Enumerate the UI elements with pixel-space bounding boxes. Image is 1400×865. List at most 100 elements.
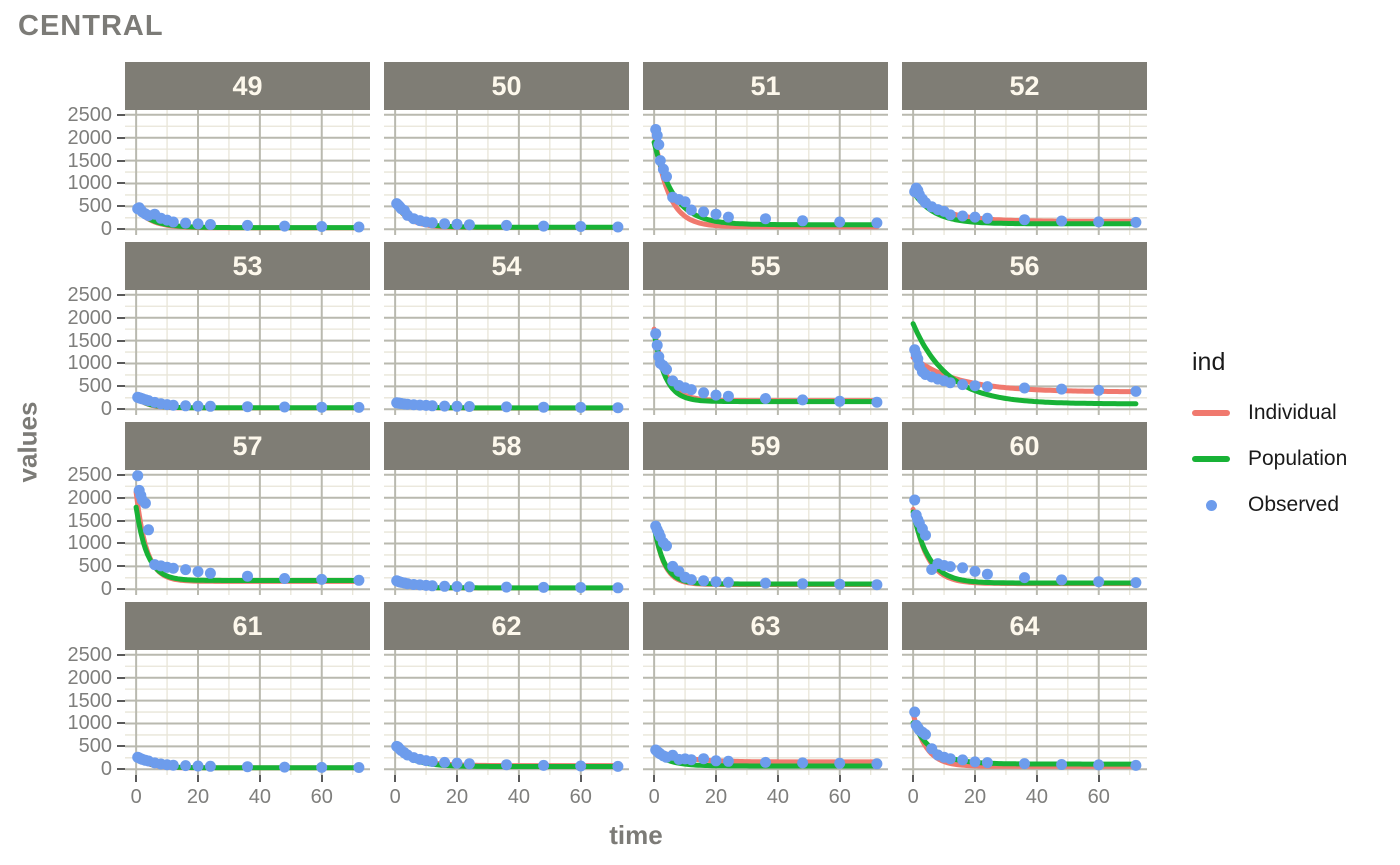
observed-point [575, 221, 587, 232]
facet-strip: 53 [125, 242, 370, 290]
x-tick-mark [838, 775, 841, 782]
observed-point [1130, 577, 1142, 589]
observed-point [316, 221, 328, 232]
observed-point [944, 561, 956, 573]
y-tick-mark [117, 588, 125, 591]
observed-point [242, 570, 253, 582]
observed-point [143, 524, 154, 536]
population-line [910, 321, 1139, 407]
observed-point [834, 578, 846, 590]
x-tick-label: 60 [828, 786, 851, 808]
observed-point [797, 578, 809, 590]
x-tick-mark [653, 775, 656, 782]
observed-point [909, 494, 921, 506]
observed-point [204, 219, 216, 230]
observed-point [439, 400, 451, 412]
observed-point [242, 401, 253, 413]
observed-point [242, 761, 253, 773]
legend-key [1192, 410, 1230, 416]
observed-point [653, 139, 665, 151]
y-tick-mark [117, 385, 125, 388]
y-tick-label: 1000 [67, 352, 113, 375]
y-tick-label: 0 [100, 218, 112, 241]
y-tick-label: 0 [100, 578, 112, 601]
observed-point [575, 401, 587, 413]
observed-point [139, 497, 151, 509]
y-tick-mark [117, 182, 125, 185]
y-tick-label: 500 [78, 195, 112, 218]
observed-point [451, 400, 463, 412]
y-tick-mark [117, 676, 125, 679]
observed-point [192, 400, 204, 412]
x-tick-mark [456, 775, 458, 782]
observed-point [969, 756, 981, 768]
facet-panel-53 [125, 290, 370, 415]
observed-point [132, 470, 144, 482]
facet-strip: 54 [384, 242, 629, 290]
x-tick-label: 40 [766, 786, 789, 808]
observed-point [1093, 216, 1105, 228]
facet-strip: 55 [643, 242, 888, 290]
observed-point [1130, 759, 1142, 771]
observed-point [920, 729, 931, 740]
y-tick-mark [117, 768, 125, 771]
facet-strip: 56 [902, 242, 1147, 290]
facet-panel-49 [125, 110, 370, 235]
observed-point [167, 562, 179, 574]
y-tick-mark [117, 542, 125, 545]
facet-panel-63 [643, 650, 888, 775]
observed-point [167, 399, 179, 411]
observed-point [981, 757, 993, 769]
observed-point [167, 216, 179, 228]
x-tick-label: 0 [130, 786, 142, 808]
observed-point [760, 393, 771, 404]
observed-point [760, 756, 771, 768]
observed-point [501, 581, 512, 593]
observed-point [180, 564, 192, 576]
y-tick-mark [117, 136, 125, 139]
observed-point [439, 756, 451, 768]
observed-point [957, 754, 969, 766]
observed-point [180, 400, 192, 412]
x-tick-mark [579, 775, 582, 782]
x-tick-mark [1035, 775, 1038, 782]
facet-panel-51 [643, 110, 888, 235]
facet-strip: 52 [902, 62, 1147, 110]
observed-point [501, 759, 512, 771]
legend: ind Individual Population Observed [1192, 348, 1347, 528]
observed-point [1056, 759, 1068, 770]
y-tick-label: 500 [78, 555, 112, 578]
facet-panel-55 [643, 290, 888, 415]
x-tick-mark [394, 775, 397, 782]
y-tick-label: 1500 [67, 509, 113, 532]
observed-point [279, 220, 291, 232]
y-tick-label: 2500 [67, 463, 113, 486]
y-tick-mark [117, 519, 125, 522]
facet-strip: 50 [384, 62, 629, 110]
observed-point [612, 760, 624, 772]
observed-point [797, 215, 809, 227]
observed-point [969, 380, 981, 392]
y-tick-label: 1500 [67, 329, 113, 352]
observed-point [439, 218, 451, 230]
observed-point [316, 761, 328, 773]
facet-panel-57 [125, 470, 370, 595]
y-tick-label: 1000 [67, 712, 113, 735]
observed-point [316, 401, 328, 413]
y-tick-label: 1000 [67, 172, 113, 195]
observed-point [969, 565, 981, 577]
legend-item-label: Individual [1248, 401, 1337, 424]
facet-strip: 62 [384, 602, 629, 650]
x-tick-mark [320, 775, 323, 782]
observed-point [426, 756, 438, 767]
observed-point [612, 221, 624, 233]
x-tick-mark [135, 775, 138, 782]
observed-point-icon [1205, 499, 1217, 511]
x-tick-label: 0 [389, 786, 401, 808]
observed-point [969, 211, 981, 223]
observed-point [279, 573, 291, 584]
y-tick-label: 0 [100, 398, 112, 421]
observed-point [426, 400, 438, 412]
observed-point [722, 390, 734, 402]
y-tick-label: 2000 [67, 486, 113, 509]
